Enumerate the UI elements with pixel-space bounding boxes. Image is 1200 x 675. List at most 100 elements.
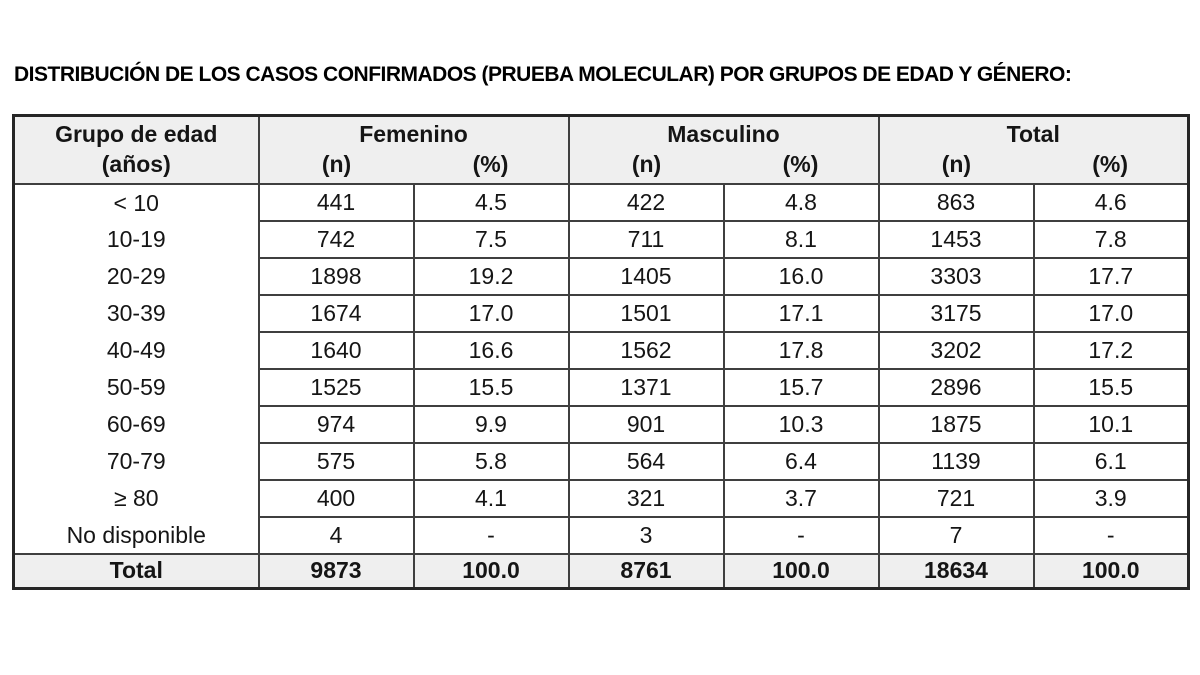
- value-cell: 711: [567, 220, 725, 259]
- age-group-cell: 30-39: [12, 295, 260, 332]
- value-cell: 17.8: [722, 331, 880, 370]
- value-cell: 17.7: [1032, 257, 1190, 296]
- value-cell: 4: [257, 516, 415, 555]
- value-cell: 16.6: [412, 331, 570, 370]
- age-group-cell: 40-49: [12, 332, 260, 369]
- value-cell: 4.6: [1032, 183, 1190, 222]
- value-cell: 1525: [257, 368, 415, 407]
- age-group-cell: No disponible: [12, 517, 260, 554]
- table-row: 10-19 742 7.5 711 8.1 1453 7.8: [12, 220, 1190, 259]
- age-group-cell: 10-19: [12, 221, 260, 258]
- value-cell: 400: [257, 479, 415, 518]
- value-cell: -: [722, 516, 880, 555]
- value-cell: 10.3: [722, 405, 880, 444]
- age-group-cell: 70-79: [12, 443, 260, 480]
- masculino-subheaders: (n) (%): [570, 149, 878, 179]
- value-cell: 15.7: [722, 368, 880, 407]
- table-row: 40-49 1640 16.6 1562 17.8 3202 17.2: [12, 331, 1190, 370]
- value-cell: 10.1: [1032, 405, 1190, 444]
- value-cell: 3303: [877, 257, 1035, 296]
- age-group-cell: 20-29: [12, 258, 260, 295]
- age-group-header-line2: (años): [101, 151, 171, 177]
- value-cell: 7.8: [1032, 220, 1190, 259]
- total-row: Total 9873 100.0 8761 100.0 18634 100.0: [12, 553, 1190, 589]
- femenino-n-header: (n): [321, 151, 352, 177]
- age-group-cell: ≥ 80: [12, 480, 260, 517]
- value-cell: 1640: [257, 331, 415, 370]
- value-cell: 9.9: [412, 405, 570, 444]
- value-cell: 19.2: [412, 257, 570, 296]
- value-cell: 1674: [257, 294, 415, 333]
- total-masculino-pct: 100.0: [722, 553, 880, 589]
- value-cell: 1562: [567, 331, 725, 370]
- table-row: 30-39 1674 17.0 1501 17.1 3175 17.0: [12, 294, 1190, 333]
- value-cell: 17.2: [1032, 331, 1190, 370]
- value-cell: 4.8: [722, 183, 880, 222]
- table-row: 20-29 1898 19.2 1405 16.0 3303 17.7: [12, 257, 1190, 296]
- table-row: 50-59 1525 15.5 1371 15.7 2896 15.5: [12, 368, 1190, 407]
- masculino-n-header: (n): [631, 151, 662, 177]
- total-total-n: 18634: [877, 553, 1035, 589]
- masculino-label: Masculino: [667, 121, 780, 147]
- age-group-cell: 50-59: [12, 369, 260, 406]
- total-femenino-n: 9873: [257, 553, 415, 589]
- table-row: 60-69 974 9.9 901 10.3 1875 10.1: [12, 405, 1190, 444]
- value-cell: 742: [257, 220, 415, 259]
- value-cell: 16.0: [722, 257, 880, 296]
- value-cell: 17.0: [412, 294, 570, 333]
- table-row: No disponible 4 - 3 - 7 -: [12, 516, 1190, 555]
- age-group-cell: < 10: [12, 184, 260, 221]
- value-cell: 321: [567, 479, 725, 518]
- value-cell: 1453: [877, 220, 1035, 259]
- total-label: Total: [1006, 121, 1060, 147]
- value-cell: 4.5: [412, 183, 570, 222]
- table-body: < 10 441 4.5 422 4.8 863 4.6 10-19 742 7…: [12, 183, 1190, 555]
- age-group-column-header: Grupo de edad (años): [12, 114, 260, 185]
- total-row-label: Total: [12, 553, 260, 589]
- total-masculino-n: 8761: [567, 553, 725, 589]
- value-cell: 422: [567, 183, 725, 222]
- value-cell: 564: [567, 442, 725, 481]
- value-cell: 6.1: [1032, 442, 1190, 481]
- header-row: Grupo de edad (años) Femenino (n) (%) Ma…: [12, 114, 1190, 185]
- table-row: < 10 441 4.5 422 4.8 863 4.6: [12, 183, 1190, 222]
- femenino-subheaders: (n) (%): [260, 149, 568, 179]
- value-cell: -: [412, 516, 570, 555]
- value-cell: -: [1032, 516, 1190, 555]
- column-group-femenino: Femenino (n) (%): [257, 114, 570, 185]
- femenino-label: Femenino: [359, 121, 468, 147]
- value-cell: 15.5: [1032, 368, 1190, 407]
- value-cell: 3.9: [1032, 479, 1190, 518]
- femenino-pct-header: (%): [472, 151, 509, 177]
- value-cell: 1501: [567, 294, 725, 333]
- value-cell: 1898: [257, 257, 415, 296]
- table-header: Grupo de edad (años) Femenino (n) (%) Ma…: [12, 114, 1190, 185]
- value-cell: 441: [257, 183, 415, 222]
- value-cell: 15.5: [412, 368, 570, 407]
- value-cell: 17.1: [722, 294, 880, 333]
- table-row: ≥ 80 400 4.1 321 3.7 721 3.9: [12, 479, 1190, 518]
- value-cell: 974: [257, 405, 415, 444]
- column-group-masculino: Masculino (n) (%): [567, 114, 880, 185]
- value-cell: 1875: [877, 405, 1035, 444]
- value-cell: 5.8: [412, 442, 570, 481]
- age-group-header-line1: Grupo de edad: [55, 121, 218, 147]
- value-cell: 4.1: [412, 479, 570, 518]
- value-cell: 6.4: [722, 442, 880, 481]
- value-cell: 7: [877, 516, 1035, 555]
- masculino-pct-header: (%): [782, 151, 819, 177]
- value-cell: 863: [877, 183, 1035, 222]
- column-group-total: Total (n) (%): [877, 114, 1190, 185]
- total-pct-header: (%): [1092, 151, 1129, 177]
- value-cell: 1371: [567, 368, 725, 407]
- table-footer: Total 9873 100.0 8761 100.0 18634 100.0: [12, 553, 1190, 589]
- value-cell: 3175: [877, 294, 1035, 333]
- value-cell: 3: [567, 516, 725, 555]
- value-cell: 2896: [877, 368, 1035, 407]
- total-total-pct: 100.0: [1032, 553, 1190, 589]
- age-group-cell: 60-69: [12, 406, 260, 443]
- value-cell: 8.1: [722, 220, 880, 259]
- value-cell: 575: [257, 442, 415, 481]
- value-cell: 1405: [567, 257, 725, 296]
- value-cell: 1139: [877, 442, 1035, 481]
